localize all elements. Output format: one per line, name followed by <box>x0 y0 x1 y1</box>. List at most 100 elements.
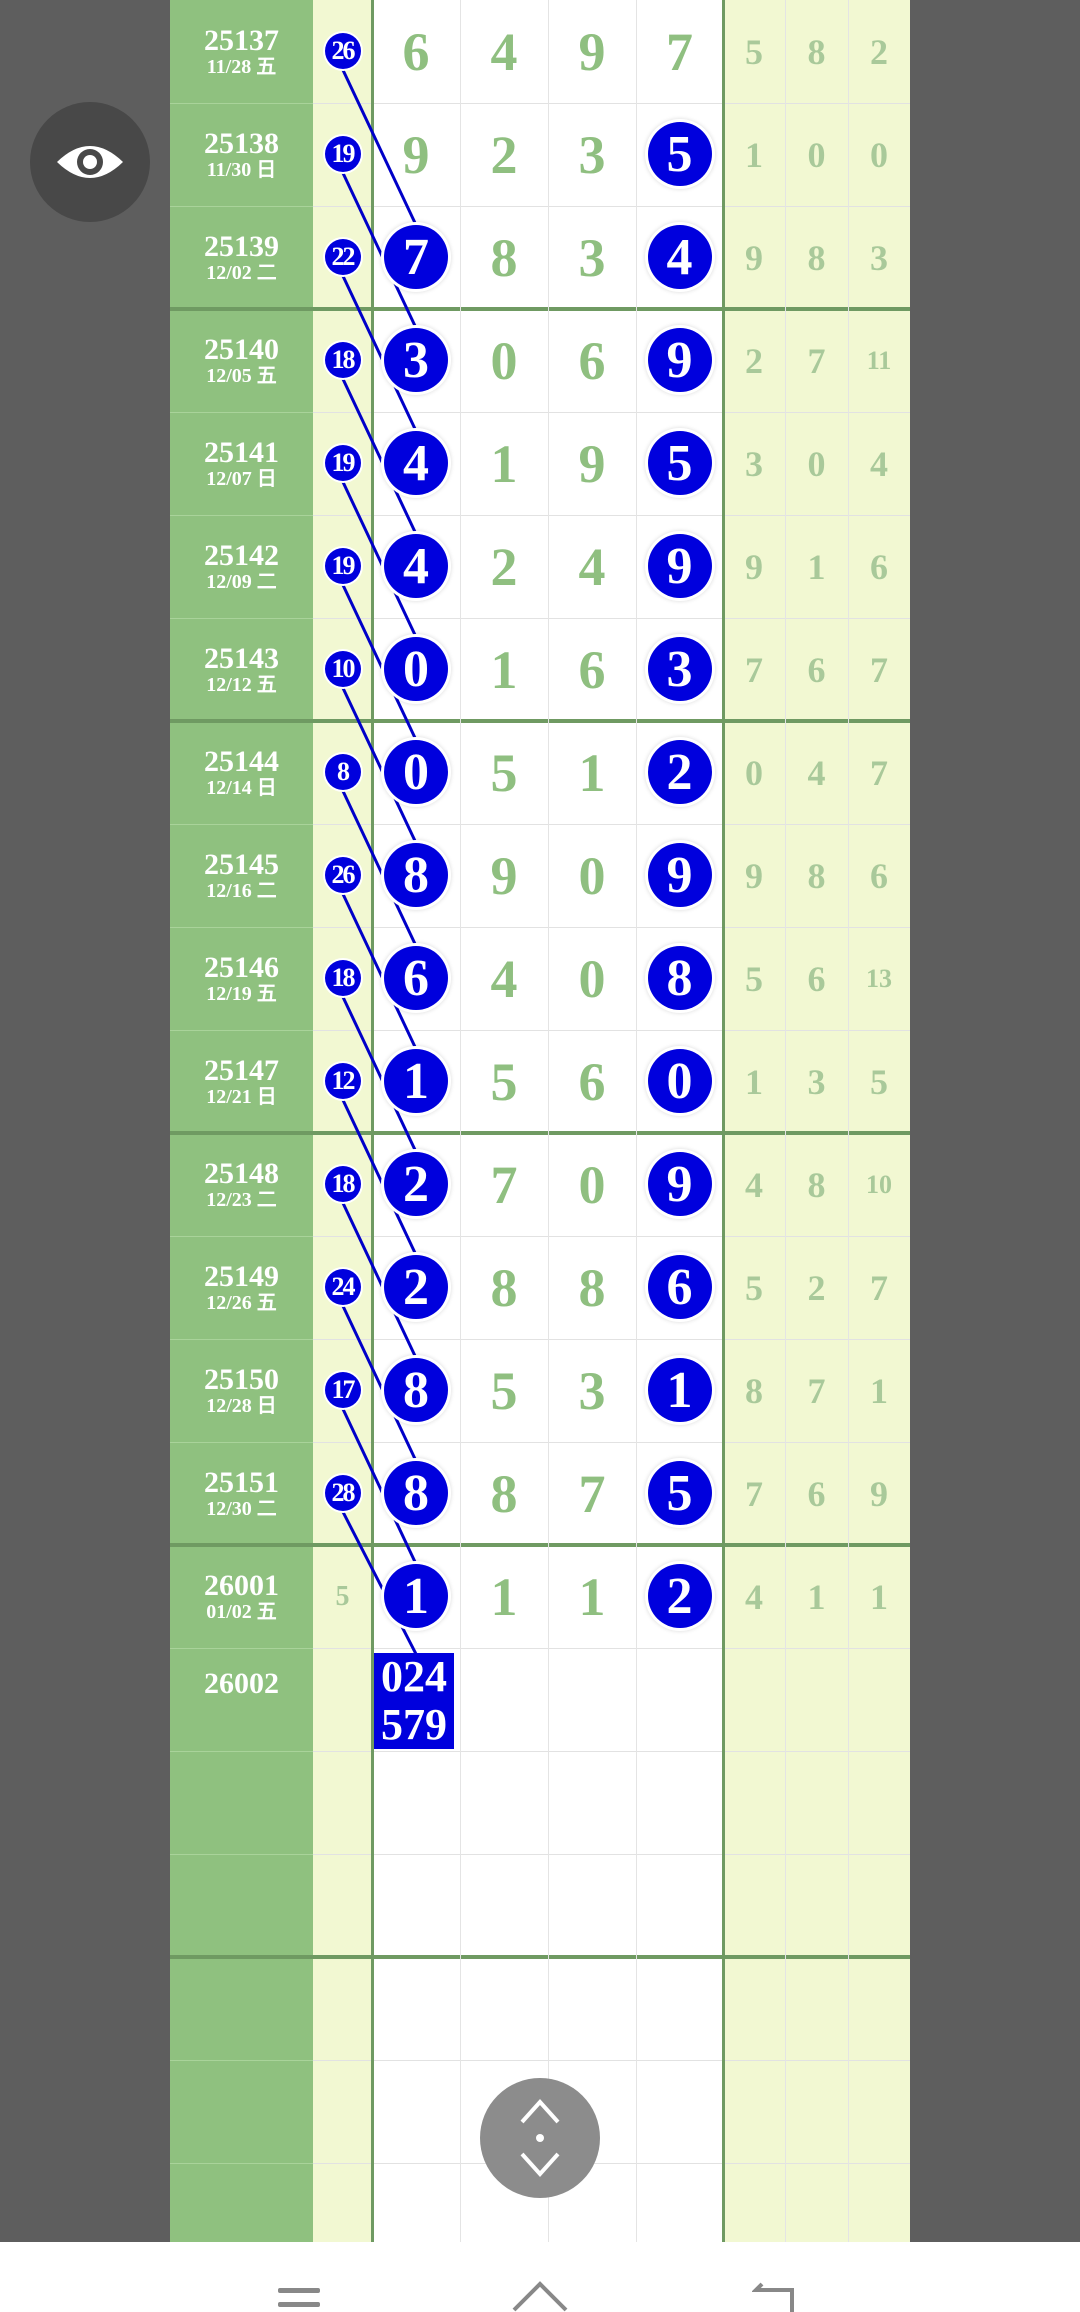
tail-cell: 8 <box>807 237 826 278</box>
row-divider <box>170 1442 313 1443</box>
tail-cell: 5 <box>745 1267 763 1308</box>
tail-cell: 9 <box>745 237 763 278</box>
digit-cell: 6 <box>402 21 430 82</box>
tail-cell: 7 <box>870 752 888 793</box>
row-divider <box>170 1751 313 1752</box>
period-number: 26002 <box>204 1667 279 1700</box>
tail-cell: 6 <box>807 1473 826 1514</box>
row-divider <box>170 1339 313 1340</box>
tail-cell: 6 <box>870 546 888 587</box>
home-icon[interactable] <box>510 2280 570 2312</box>
period-cell: 25147 12/21 日 <box>170 1030 313 1133</box>
digit-cell: 4 <box>490 948 518 1009</box>
tail-cell: 6 <box>807 958 826 999</box>
period-number: 25146 <box>204 951 279 985</box>
sum-ball: 26 <box>324 857 361 893</box>
tail-cell: 1 <box>807 546 826 587</box>
period-cell: 25141 12/07 日 <box>170 412 313 515</box>
digit-cell: 6 <box>578 1051 606 1112</box>
menu-icon[interactable] <box>276 2284 322 2312</box>
tail-cell: 1 <box>807 1576 826 1617</box>
tail-cell: 6 <box>870 855 888 896</box>
period-number: 25151 <box>204 1466 279 1500</box>
period-number: 26001 <box>204 1569 279 1603</box>
digit-ball: 6 <box>384 946 448 1010</box>
row-divider <box>170 719 910 723</box>
digit-cell: 2 <box>490 536 518 597</box>
digit-ball: 4 <box>647 225 712 289</box>
digit-ball: 1 <box>647 1358 712 1422</box>
column-divider <box>722 0 725 2242</box>
digit-ball: 8 <box>384 843 448 907</box>
column-divider <box>548 0 549 2242</box>
period-date: 12/07 日 <box>206 467 277 490</box>
digit-ball: 1 <box>384 1564 448 1628</box>
row-divider <box>170 1236 910 1237</box>
period-number: 25141 <box>204 436 279 470</box>
period-cell: 25151 12/30 二 <box>170 1442 313 1545</box>
period-cell: 25137 11/28 五 <box>170 0 313 103</box>
column-bg <box>460 0 548 2242</box>
back-icon[interactable] <box>752 2280 802 2312</box>
digit-cell: 7 <box>578 1463 606 1524</box>
tail-cell: 4 <box>870 443 888 484</box>
eye-toggle-button[interactable] <box>30 102 150 222</box>
digit-cell: 5 <box>490 1051 518 1112</box>
digit-cell: 2 <box>490 124 518 185</box>
row-divider <box>170 927 910 928</box>
digit-ball: 9 <box>647 328 712 392</box>
sum-ball: 22 <box>324 239 361 275</box>
digit-ball: 0 <box>384 740 448 804</box>
tail-cell: 9 <box>745 855 763 896</box>
digit-ball: 2 <box>384 1255 448 1319</box>
digit-ball: 1 <box>384 1049 448 1113</box>
period-date: 12/16 二 <box>206 879 277 902</box>
period-number: 25149 <box>204 1260 279 1294</box>
period-cell: 25138 11/30 日 <box>170 103 313 206</box>
digit-cell: 3 <box>578 227 606 288</box>
tail-cell: 1 <box>870 1576 888 1617</box>
tail-cell: 7 <box>745 1473 763 1514</box>
tail-cell: 0 <box>807 443 826 484</box>
period-number: 25142 <box>204 539 279 573</box>
row-divider <box>170 1442 910 1443</box>
digit-ball: 9 <box>647 534 712 598</box>
period-date: 12/02 二 <box>206 261 277 284</box>
row-divider <box>170 1030 313 1031</box>
period-date: 12/19 五 <box>206 982 277 1005</box>
digit-ball: 0 <box>384 637 448 701</box>
sum-ball: 12 <box>324 1063 361 1099</box>
sum-ball: 24 <box>324 1269 361 1305</box>
row-divider <box>170 412 313 413</box>
tail-cell: 7 <box>807 340 826 381</box>
column-bg <box>848 0 910 2242</box>
digit-cell: 3 <box>578 124 606 185</box>
tail-cell: 11 <box>866 345 892 375</box>
sum-ball: 19 <box>324 548 361 584</box>
digit-ball: 0 <box>647 1049 712 1113</box>
row-divider <box>170 1543 910 1547</box>
digit-cell: 7 <box>490 1154 518 1215</box>
sum-ball: 19 <box>324 445 361 481</box>
scroll-toggle-button[interactable] <box>480 2078 600 2198</box>
sum-ball: 17 <box>324 1372 361 1408</box>
digit-cell: 4 <box>490 21 518 82</box>
sum-ball: 8 <box>324 754 361 790</box>
sum-ball: 28 <box>324 1475 361 1511</box>
digit-cell: 9 <box>578 21 606 82</box>
tail-cell: 1 <box>870 1370 888 1411</box>
digit-cell: 8 <box>490 227 518 288</box>
prediction-line: 024 <box>381 1652 447 1701</box>
row-divider <box>170 1648 910 1649</box>
digit-cell: 0 <box>578 845 606 906</box>
tail-cell: 7 <box>870 1267 888 1308</box>
tail-cell: 9 <box>745 546 763 587</box>
digit-cell: 0 <box>578 1154 606 1215</box>
period-cell: 25144 12/14 日 <box>170 721 313 824</box>
row-divider <box>170 1131 910 1135</box>
period-number: 25147 <box>204 1054 279 1088</box>
tail-cell: 2 <box>807 1267 826 1308</box>
period-cell: 25139 12/02 二 <box>170 206 313 309</box>
tail-cell: 4 <box>745 1576 763 1617</box>
digit-ball: 4 <box>384 534 448 598</box>
